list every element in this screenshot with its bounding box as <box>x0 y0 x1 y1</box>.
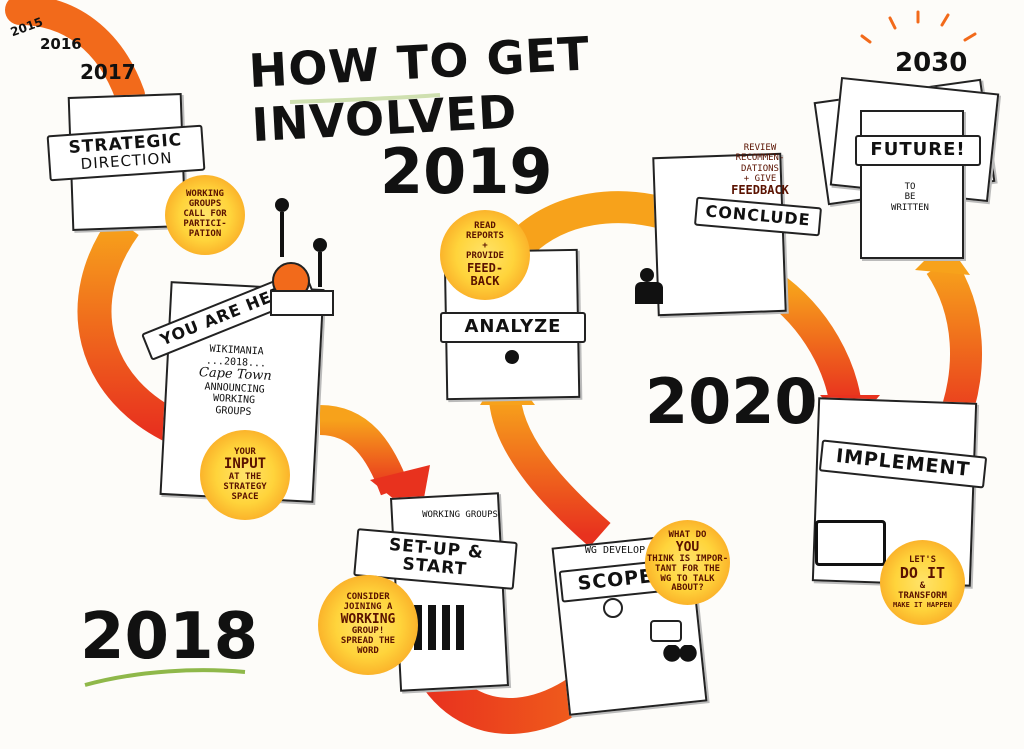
text-line: WRITTEN <box>891 202 929 213</box>
future-banner: FUTURE! <box>855 135 981 166</box>
target-icon <box>603 598 623 618</box>
note-line: WORD <box>357 645 379 656</box>
note-line: DO IT <box>899 564 946 583</box>
note-line: YOUR <box>234 446 256 457</box>
note-line: YOU <box>675 539 700 555</box>
note-line: + GIVE <box>743 174 777 185</box>
forklift-icon <box>815 520 886 566</box>
text-line: BE <box>904 192 916 203</box>
arrow-scope-to-analyze <box>489 397 611 548</box>
underline-2018 <box>84 668 246 687</box>
note-line: WG TO TALK <box>660 573 715 584</box>
note-line: BACK <box>470 273 500 288</box>
person-body <box>318 252 322 287</box>
person-body <box>280 212 284 257</box>
note-line: + <box>482 240 488 251</box>
platform-box <box>270 290 334 316</box>
note-line: PATION <box>188 228 222 239</box>
person-icon <box>313 238 327 252</box>
note-line: GROUPS <box>188 199 222 210</box>
arrow-analyze-to-conclude <box>508 191 675 257</box>
note-line: FEED- <box>466 260 504 275</box>
note-line: PARTICI- <box>183 218 227 229</box>
note-line: INPUT <box>223 456 267 473</box>
note-line: WORKING <box>186 189 224 200</box>
rays-2030 <box>860 10 977 44</box>
what-do-you-think-note: WHAT DO YOU THINK IS IMPOR- TANT FOR THE… <box>645 520 730 605</box>
note-line: ABOUT? <box>671 583 704 594</box>
note-line: SPACE <box>231 491 259 502</box>
read-reports-note: READ REPORTS + PROVIDE FEED- BACK <box>440 210 530 300</box>
note-line: DATIONS <box>741 163 779 174</box>
note-line: SPREAD THE <box>340 636 396 647</box>
call-for-participation-note: WORKING GROUPS CALL FOR PARTICI- PATION <box>165 175 245 255</box>
setup-start-card <box>389 492 510 692</box>
year-2019: 2019 <box>380 135 553 208</box>
note-line: REVIEW <box>743 143 777 153</box>
consider-joining-note: CONSIDER JOINING A WORKING GROUP! SPREAD… <box>318 575 418 675</box>
lets-do-it-note: LET'S DO IT & TRANSFORM MAKE IT HAPPEN <box>880 540 965 625</box>
underline-title <box>289 93 441 104</box>
note-line: TRANSFORM <box>898 590 947 601</box>
note-line: FEEDBACK <box>731 183 789 198</box>
person-with-magnifier-icon <box>505 350 519 364</box>
future-text: TO BE WRITTEN <box>880 182 940 213</box>
note-line: WHAT DO <box>668 529 707 540</box>
sitting-person-body <box>635 282 663 304</box>
note-line: AT THE <box>228 471 262 482</box>
future-card <box>860 110 964 259</box>
analyze-banner: ANALYZE <box>440 312 586 343</box>
person-icon <box>275 198 289 212</box>
note-line: JOINING A <box>343 602 393 613</box>
note-line: CALL FOR <box>183 209 227 220</box>
year-2017: 2017 <box>80 60 136 84</box>
year-2020: 2020 <box>645 365 818 438</box>
note-line: & <box>919 580 926 591</box>
note-line: RECOMMEN- <box>735 153 785 164</box>
note-line: PROVIDE <box>466 250 504 261</box>
note-line: THINK IS IMPOR- <box>646 553 729 564</box>
review-recommendations-note: REVIEW RECOMMEN- DATIONS + GIVE FEEDBACK <box>715 143 805 198</box>
year-2030: 2030 <box>895 48 968 78</box>
year-2016: 2016 <box>40 35 82 53</box>
scope-note: WG DEVELOP <box>584 545 646 556</box>
text-line: TO <box>904 182 916 192</box>
year-2018: 2018 <box>80 600 259 674</box>
note-line: MAKE IT HAPPEN <box>892 600 952 609</box>
you-are-here-text: WIKIMANIA ...2018... Cape Town ANNOUNCIN… <box>188 343 282 420</box>
speech-bubble-icon <box>650 620 682 642</box>
note-line: TANT FOR THE <box>654 563 721 574</box>
note-line: REPORTS <box>466 230 504 241</box>
note-line: STRATEGY <box>223 481 267 492</box>
setup-start-note: WORKING GROUPS <box>422 510 498 520</box>
note-line: WORKING <box>340 611 396 627</box>
note-line: READ <box>474 221 496 232</box>
two-people-icon <box>660 645 700 685</box>
note-line: LET'S <box>908 554 937 565</box>
note-line: CONSIDER <box>346 592 390 603</box>
arrow-strategy-to-input <box>77 214 188 446</box>
your-input-note: YOUR INPUT AT THE STRATEGY SPACE <box>200 430 290 520</box>
arrow-start <box>5 0 145 110</box>
note-line: GROUP! <box>351 626 385 637</box>
sitting-person-icon <box>640 268 654 282</box>
